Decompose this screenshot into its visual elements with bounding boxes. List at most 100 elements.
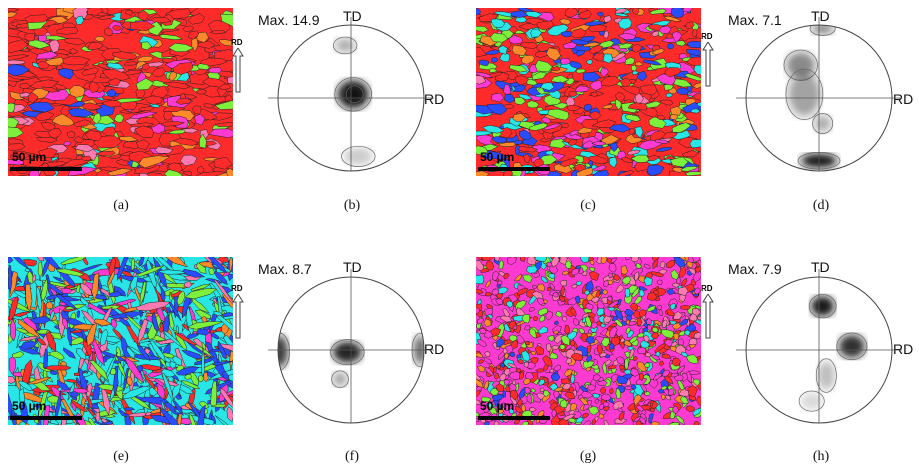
grain: [174, 331, 197, 346]
grain: [35, 285, 43, 314]
grain: [74, 144, 95, 153]
grain: [691, 257, 701, 263]
grain: [137, 106, 155, 112]
grain: [559, 294, 565, 302]
grain: [678, 318, 689, 327]
grain: [24, 33, 36, 42]
grain: [62, 38, 86, 46]
grain: [476, 378, 484, 389]
grain: [625, 326, 631, 335]
grain: [683, 73, 701, 82]
pf-max-label-b: Max. 14.9: [258, 12, 320, 28]
grain: [22, 156, 45, 168]
grain: [552, 330, 560, 335]
grain: [69, 48, 79, 55]
caption-h: (h): [812, 449, 830, 464]
grain: [477, 317, 484, 325]
grain: [213, 49, 233, 61]
grain: [661, 319, 668, 329]
grain: [503, 379, 511, 387]
grain: [634, 61, 644, 67]
grain: [54, 325, 61, 330]
grain: [688, 370, 701, 375]
grain: [627, 102, 648, 111]
grain: [580, 118, 599, 130]
grain: [523, 325, 531, 331]
grain: [562, 132, 586, 140]
grain: [624, 114, 641, 122]
rd-arrow-label: RD: [231, 284, 243, 293]
grain: [221, 370, 229, 382]
grain: [162, 81, 191, 89]
grain: [584, 110, 592, 117]
grain: [659, 260, 666, 269]
grain: [102, 68, 131, 81]
grain: [570, 38, 591, 45]
grain: [651, 354, 661, 361]
grain: [660, 385, 668, 391]
grain: [617, 32, 637, 41]
grain: [532, 71, 548, 81]
rd-arrow-label: RD: [231, 38, 243, 47]
grain: [113, 360, 122, 364]
grain: [553, 386, 564, 392]
grain: [652, 258, 659, 269]
grain: [592, 164, 608, 172]
grain: [613, 274, 621, 282]
grain: [195, 171, 227, 176]
grain: [87, 41, 104, 50]
grain: [131, 257, 136, 272]
grain: [603, 15, 612, 23]
grain: [562, 316, 568, 323]
grain: [503, 323, 512, 332]
grain: [20, 340, 38, 350]
grain: [570, 352, 584, 361]
grain: [689, 313, 698, 322]
grain: [521, 421, 529, 425]
rd-arrow-icon: RD: [231, 284, 245, 342]
grain: [124, 9, 133, 16]
grain: [630, 64, 638, 72]
grain: [547, 171, 563, 176]
grain: [575, 416, 584, 424]
grain: [570, 284, 578, 289]
grain: [688, 337, 698, 346]
grain: [492, 270, 500, 282]
grain: [8, 376, 16, 384]
grain: [188, 411, 196, 425]
caption-c: (c): [580, 198, 596, 213]
grain: [76, 310, 80, 319]
grain: [112, 25, 123, 31]
grain: [624, 308, 634, 317]
grain: [216, 314, 233, 332]
grain: [134, 125, 155, 138]
grain: [636, 318, 643, 326]
grain: [16, 327, 30, 334]
grain: [113, 113, 125, 123]
grain: [661, 329, 675, 339]
caption-g: (g): [579, 449, 597, 464]
grain: [72, 119, 91, 127]
grain: [122, 386, 153, 399]
grain: [36, 337, 47, 346]
grain: [573, 318, 579, 326]
grain: [638, 288, 645, 297]
grain: [118, 407, 128, 418]
grain: [541, 275, 549, 284]
pf-rd-label-d: RD: [893, 91, 914, 107]
grain: [508, 371, 522, 380]
grain: [524, 386, 532, 394]
grain: [485, 260, 495, 271]
grain: [659, 99, 674, 106]
grain: [693, 420, 700, 425]
grain: [672, 405, 679, 414]
grain: [159, 408, 179, 425]
grain: [179, 154, 198, 167]
grain: [496, 337, 506, 348]
grain: [687, 384, 698, 397]
grain: [125, 346, 135, 360]
grain: [693, 63, 701, 75]
grain: [123, 61, 139, 66]
grain: [37, 61, 50, 70]
grain: [696, 395, 701, 407]
